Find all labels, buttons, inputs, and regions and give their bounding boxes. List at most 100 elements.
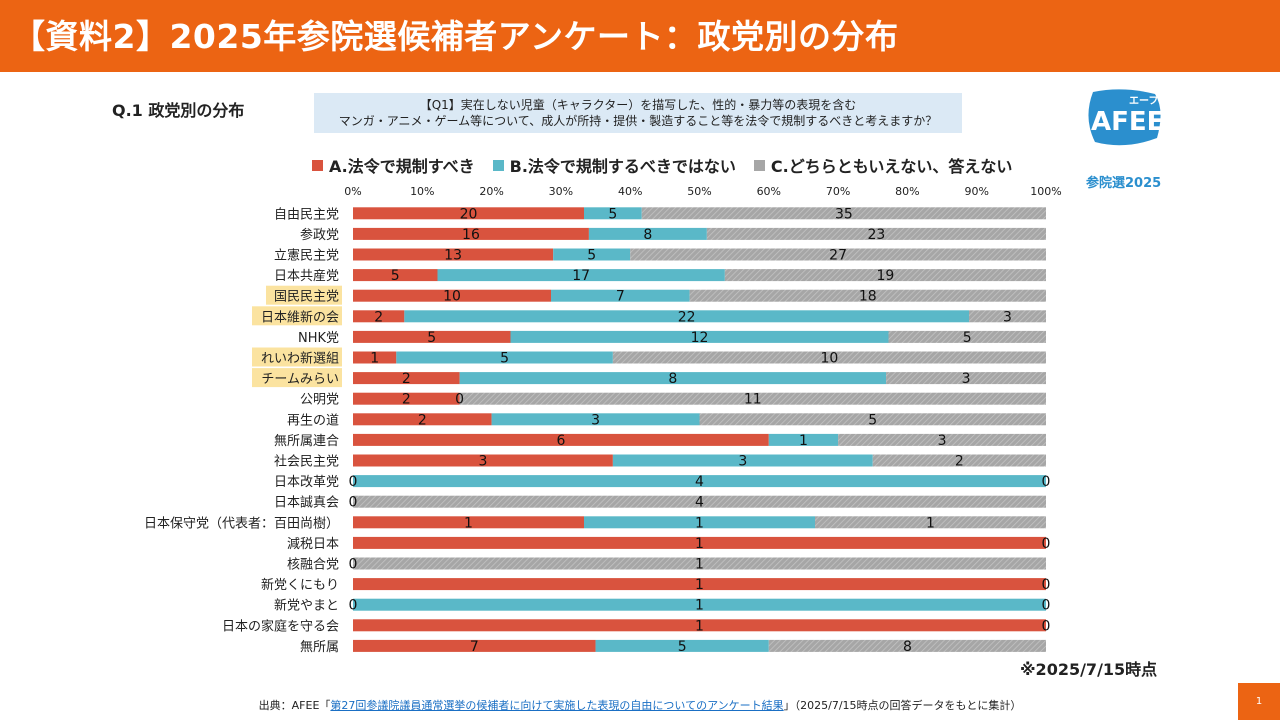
category-label: れいわ新選組 xyxy=(261,351,339,367)
bar-segment-a xyxy=(353,351,397,364)
data-label: 4 xyxy=(695,495,704,511)
bar-segment-c xyxy=(838,433,1046,446)
bar-segment-b xyxy=(510,330,889,343)
category-label: 立憲民主党 xyxy=(274,248,339,264)
data-label: 3 xyxy=(591,412,600,428)
question-line-2: マンガ・アニメ・ゲーム等について、成人が所持・提供・製造すること等を法令で規制す… xyxy=(338,114,938,128)
category-label: 日本の家庭を守る会 xyxy=(222,618,339,634)
x-tick-label: 90% xyxy=(964,185,988,198)
data-label: 10 xyxy=(443,289,461,305)
data-label: 35 xyxy=(835,206,853,222)
data-label: 3 xyxy=(478,454,487,470)
category-label: 社会民主党 xyxy=(274,454,339,470)
category-label: 参政党 xyxy=(300,227,339,243)
data-label: 8 xyxy=(903,639,912,655)
bar-segment-a xyxy=(353,433,769,446)
x-tick-label: 70% xyxy=(826,185,850,198)
x-tick-label: 50% xyxy=(687,185,711,198)
legend-item-c: C.どちらともいえない、答えない xyxy=(753,153,1013,177)
bar-segment-c xyxy=(724,269,1046,282)
category-label: 日本維新の会 xyxy=(261,309,339,325)
category-label: NHK党 xyxy=(298,331,339,346)
bar-segment-a xyxy=(353,248,554,261)
data-label: 5 xyxy=(608,206,617,222)
bar-segment-b xyxy=(584,207,642,220)
legend-label-c: C.どちらともいえない、答えない xyxy=(770,157,1013,176)
category-label: 自由民主党 xyxy=(274,207,339,222)
data-label: 6 xyxy=(556,433,565,449)
data-label: 0 xyxy=(455,392,464,408)
legend-item-a: A.法令で規制すべき xyxy=(312,153,475,177)
x-tick-label: 40% xyxy=(618,185,642,198)
bar-segment-a xyxy=(353,207,584,220)
data-label: 5 xyxy=(500,351,509,367)
data-label: 13 xyxy=(444,248,462,264)
data-label: 3 xyxy=(738,454,747,470)
data-label: 12 xyxy=(691,330,709,346)
bar-segment-a xyxy=(353,330,511,343)
data-label: 2 xyxy=(374,309,383,325)
data-label: 11 xyxy=(744,392,762,408)
bar-segment-a xyxy=(353,289,551,302)
bar-segment-c xyxy=(888,330,1046,343)
question-line-1: 【Q1】実在しない児童（キャラクター）を描写した、性的・暴力等の表現を含む xyxy=(419,98,857,112)
x-tick-label: 80% xyxy=(895,185,919,198)
category-label: 新党くにもり xyxy=(261,577,339,593)
bar-segment-a xyxy=(353,639,596,652)
category-label: 日本改革党 xyxy=(274,475,339,490)
data-label: 0 xyxy=(1042,598,1051,614)
bar-segment-a xyxy=(353,619,1046,632)
data-label: 5 xyxy=(427,330,436,346)
data-label: 3 xyxy=(1003,309,1012,325)
bar-segment-a xyxy=(353,516,584,529)
bar-segment-c xyxy=(641,207,1046,220)
chart-section-label: Q.1 政党別の分布 xyxy=(112,101,245,120)
data-label: 2 xyxy=(402,392,411,408)
data-label: 27 xyxy=(829,248,847,264)
category-highlight xyxy=(266,285,342,305)
bar-segment-b xyxy=(353,598,1046,611)
bar-segment-a xyxy=(353,227,589,240)
bar-segment-b xyxy=(584,516,815,529)
logo-text-main: AFEE xyxy=(1091,107,1164,137)
data-label: 0 xyxy=(349,598,358,614)
x-tick-label: 60% xyxy=(757,185,781,198)
data-label: 0 xyxy=(1042,536,1051,552)
data-label: 8 xyxy=(643,227,652,243)
data-label: 3 xyxy=(938,433,947,449)
footer-suffix: 」（2025/7/15時点の回答データをもとに集計） xyxy=(783,699,1022,712)
footer-prefix: 出典：AFEE「 xyxy=(258,699,331,712)
category-label: 新党やまと xyxy=(274,598,339,614)
data-label: 5 xyxy=(678,639,687,655)
afee-logo: エーフィー AFEE xyxy=(1088,89,1165,146)
bar-segment-b xyxy=(553,248,631,261)
data-label: 17 xyxy=(572,268,590,284)
data-label: 7 xyxy=(616,289,625,305)
bar-segment-b xyxy=(353,475,1046,488)
bar-segment-b xyxy=(768,433,839,446)
bar-segment-b xyxy=(491,413,700,426)
data-label: 16 xyxy=(462,227,480,243)
bar-segment-a xyxy=(353,372,460,385)
data-label: 4 xyxy=(695,474,704,490)
bar-segment-a xyxy=(353,392,460,405)
data-label: 5 xyxy=(963,330,972,346)
bar-segment-c xyxy=(768,639,1046,652)
bar-segment-c xyxy=(699,413,1046,426)
bar-segment-c xyxy=(689,289,1046,302)
page-number: 1 xyxy=(1238,683,1280,720)
category-label: 日本誠真会 xyxy=(274,496,339,511)
bar-segment-a xyxy=(353,454,613,467)
category-label: 無所属 xyxy=(300,640,339,655)
data-label: 5 xyxy=(587,248,596,264)
data-label: 18 xyxy=(859,289,877,305)
data-label: 5 xyxy=(868,412,877,428)
bar-segment-c xyxy=(969,310,1046,323)
x-tick-label: 0% xyxy=(344,185,361,198)
data-label: 22 xyxy=(678,309,696,325)
source-link[interactable]: 第27回参議院議員通常選挙の候補者に向けて実施した表現の自由についてのアンケート… xyxy=(330,699,784,712)
bar-segment-b xyxy=(459,372,887,385)
bar-segment-b xyxy=(551,289,690,302)
data-label: 1 xyxy=(695,598,704,614)
